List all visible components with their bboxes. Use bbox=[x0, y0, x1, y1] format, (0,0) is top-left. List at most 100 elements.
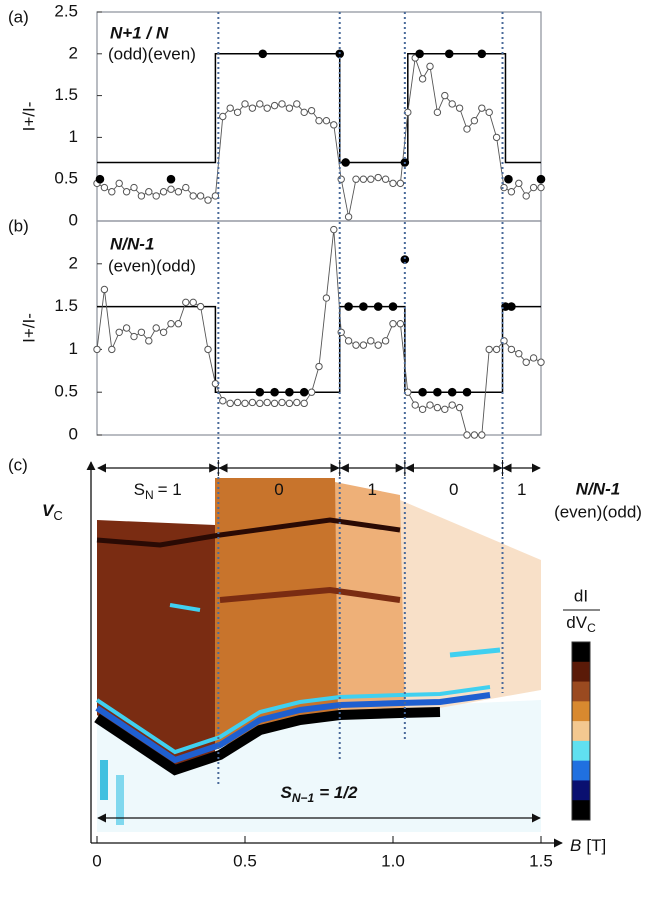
open-point bbox=[448, 401, 456, 409]
panel-label: (b) bbox=[8, 216, 29, 235]
open-point bbox=[174, 188, 183, 196]
filled-point bbox=[388, 302, 398, 311]
open-point bbox=[285, 104, 294, 112]
annotation-subtitle: (even)(odd) bbox=[108, 256, 196, 275]
open-point bbox=[367, 175, 375, 183]
filled-point bbox=[415, 49, 424, 59]
colorbar-swatch bbox=[572, 780, 590, 801]
colorbar-swatch bbox=[572, 740, 590, 762]
colorbar-swatch bbox=[572, 760, 590, 781]
open-point bbox=[130, 332, 138, 341]
annotation-subtitle: (even)(odd) bbox=[554, 502, 642, 521]
open-point bbox=[189, 298, 197, 307]
open-point bbox=[152, 192, 160, 200]
y-tick-label: 0.5 bbox=[54, 169, 78, 188]
open-point bbox=[293, 100, 301, 108]
open-point bbox=[307, 106, 316, 115]
x-axis-unit: [T] bbox=[586, 836, 606, 855]
colorbar-label-main: dV bbox=[566, 613, 587, 632]
open-point bbox=[507, 188, 516, 196]
plot-frame bbox=[96, 220, 542, 436]
filled-point bbox=[373, 302, 383, 311]
open-point bbox=[448, 100, 456, 108]
open-point bbox=[389, 320, 397, 328]
open-point bbox=[352, 341, 360, 349]
region-value: 1 bbox=[368, 480, 377, 499]
colorbar-swatch bbox=[572, 701, 590, 722]
open-point bbox=[108, 345, 116, 354]
open-point bbox=[330, 225, 338, 234]
open-point bbox=[241, 100, 249, 108]
open-point bbox=[145, 337, 153, 345]
region-value: 1 bbox=[517, 480, 526, 499]
open-point bbox=[219, 397, 227, 405]
open-point bbox=[182, 183, 190, 192]
open-point bbox=[122, 324, 131, 332]
x-tick-label: 0 bbox=[92, 851, 101, 870]
open-point bbox=[256, 399, 264, 408]
open-point bbox=[241, 399, 249, 408]
open-point bbox=[330, 121, 338, 129]
filled-point bbox=[258, 49, 268, 59]
open-point bbox=[507, 345, 516, 354]
open-point bbox=[108, 188, 116, 196]
open-point bbox=[433, 403, 442, 412]
annotation-subtitle: (odd)(even) bbox=[108, 44, 196, 63]
y-tick-label: 1 bbox=[69, 339, 78, 358]
open-point bbox=[374, 341, 382, 349]
colorbar-swatch bbox=[572, 661, 590, 683]
colorbar-swatch bbox=[572, 721, 590, 742]
open-point bbox=[470, 116, 479, 125]
filled-point bbox=[447, 387, 457, 397]
open-point bbox=[182, 298, 190, 307]
ground-state-value: = 1/2 bbox=[319, 783, 358, 802]
open-point bbox=[344, 337, 353, 345]
open-point bbox=[529, 354, 538, 362]
colorbar-swatch bbox=[572, 800, 590, 821]
x-axis-label: B [T] bbox=[570, 836, 606, 855]
open-point bbox=[485, 345, 493, 354]
colorbar-label-sub: C bbox=[587, 621, 596, 635]
open-point bbox=[478, 431, 486, 439]
open-point bbox=[315, 116, 323, 125]
y-axis-label: I+/I- bbox=[19, 313, 38, 343]
open-point bbox=[167, 185, 175, 193]
open-point bbox=[226, 399, 234, 408]
filled-point bbox=[299, 387, 309, 397]
open-point bbox=[122, 188, 131, 196]
open-point bbox=[426, 401, 434, 409]
open-point bbox=[204, 196, 212, 204]
filled-point bbox=[507, 302, 516, 311]
open-point bbox=[226, 104, 234, 112]
x-tick-label: 1.0 bbox=[381, 851, 405, 870]
x-axis-symbol: B bbox=[570, 836, 581, 855]
region-symbol-sub: N bbox=[145, 488, 154, 502]
region-label: SN = 1 bbox=[134, 480, 182, 502]
region-value: 0 bbox=[449, 480, 458, 499]
annotation-title: N/N-1 bbox=[110, 234, 154, 253]
open-point bbox=[455, 104, 464, 112]
open-point bbox=[500, 183, 508, 192]
heatmap-image bbox=[94, 478, 541, 832]
filled-point bbox=[166, 174, 176, 184]
open-point bbox=[396, 320, 405, 328]
open-point bbox=[270, 101, 279, 110]
filled-point bbox=[341, 158, 350, 167]
panel-label: (c) bbox=[8, 455, 28, 474]
region-label: 0 bbox=[449, 480, 458, 499]
open-point bbox=[256, 100, 264, 108]
region-value: = 1 bbox=[158, 480, 182, 499]
colorbar-frame bbox=[571, 641, 591, 821]
region-symbol: S bbox=[134, 480, 145, 499]
open-point bbox=[374, 173, 382, 182]
open-point bbox=[322, 116, 331, 125]
open-point bbox=[130, 183, 138, 192]
filled-point bbox=[444, 49, 454, 59]
open-point bbox=[411, 401, 419, 409]
y-axis-sub: C bbox=[53, 508, 62, 523]
open-point bbox=[159, 188, 168, 196]
y-tick-label: 2 bbox=[69, 43, 78, 62]
open-point bbox=[152, 324, 160, 332]
open-point bbox=[344, 213, 353, 221]
